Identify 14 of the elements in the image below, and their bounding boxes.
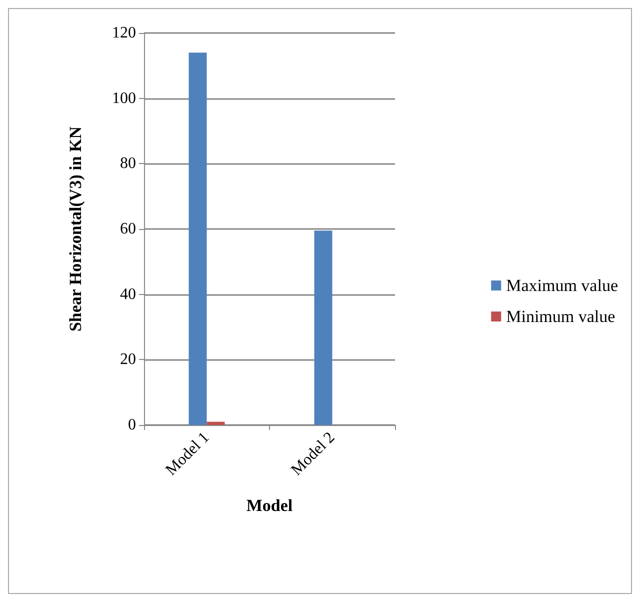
legend-label: Maximum value	[506, 276, 618, 295]
y-tick-label: 0	[128, 416, 136, 434]
legend-label: Minimum value	[506, 307, 616, 326]
y-tick-label: 40	[120, 286, 136, 303]
y-tick-label: 80	[120, 155, 136, 172]
y-tick-label: 120	[112, 24, 136, 42]
bar	[206, 422, 225, 425]
y-tick-label: 100	[112, 90, 136, 107]
y-tick-label: 20	[120, 351, 136, 368]
y-tick-label: 60	[120, 220, 136, 238]
bar	[314, 230, 332, 425]
bar	[188, 52, 207, 425]
x-axis-title: Model	[246, 496, 293, 515]
y-axis-title: Shear Horizontal(V3) in KN	[66, 126, 85, 332]
